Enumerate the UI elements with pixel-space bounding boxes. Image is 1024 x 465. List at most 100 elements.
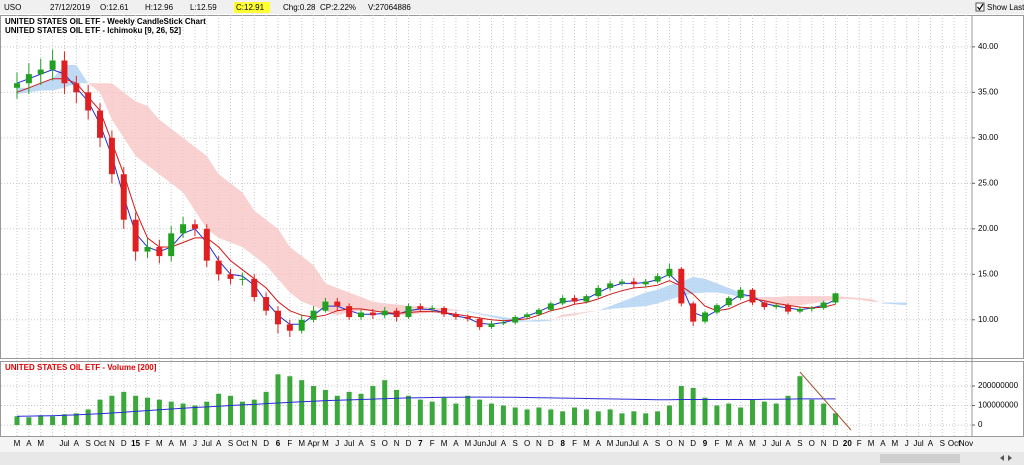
x-tick-label: Jul: [344, 439, 354, 448]
cloud-segment: [479, 313, 492, 318]
candle-body: [690, 303, 697, 322]
volume-bar: [228, 395, 234, 426]
cloud-segment: [550, 314, 563, 321]
cloud-segment: [76, 65, 89, 84]
volume-bar: [180, 403, 186, 426]
volume-bar: [370, 386, 376, 426]
candle-body: [832, 293, 839, 303]
volume-bar: [121, 391, 127, 426]
cloud-segment: [882, 302, 895, 305]
volume-bar: [749, 399, 755, 426]
candle-body: [14, 83, 20, 88]
x-tick-label: Jul: [202, 439, 212, 448]
x-tick-label: S: [797, 439, 802, 448]
x-tick-label: Jul: [486, 439, 496, 448]
change: Chg:0.28: [283, 3, 316, 12]
candle-body: [713, 305, 720, 313]
cloud-segment: [88, 83, 101, 93]
y-tick-label: 30.00: [978, 133, 999, 142]
indicator-line: [16, 78, 836, 322]
checkmark: [977, 3, 984, 11]
cloud-segment: [159, 119, 172, 184]
volume-title: UNITED STATES OIL ETF - Volume [200]: [5, 363, 157, 372]
volume-bar: [382, 380, 388, 426]
candle-body: [334, 301, 341, 307]
volume-bar: [453, 403, 459, 426]
x-tick-label: O: [382, 439, 388, 448]
x-tick-label: F: [714, 439, 719, 448]
candle-body: [535, 309, 542, 315]
x-tick-label: 8: [560, 439, 565, 448]
candle-body: [310, 310, 317, 320]
candle-body: [773, 305, 780, 308]
candle-body: [191, 224, 198, 229]
cloud-segment: [491, 315, 504, 320]
candle-body: [358, 312, 365, 318]
x-tick-label: M: [37, 439, 44, 448]
scroll-thumb[interactable]: [880, 454, 960, 463]
volume-bar: [109, 395, 115, 426]
x-tick-label: M: [607, 439, 614, 448]
x-tick-label: F: [857, 439, 862, 448]
candle-body: [251, 278, 258, 298]
scroll-arrows[interactable]: [1000, 455, 1012, 461]
candle-body: [654, 276, 661, 282]
candle-body: [761, 302, 768, 308]
cloud-segment: [788, 296, 800, 307]
candle-body: [393, 310, 400, 318]
volume-bar: [619, 413, 625, 426]
show-last-checkbox[interactable]: [975, 2, 985, 12]
candle-body: [132, 219, 139, 252]
cloud-segment: [313, 265, 326, 311]
x-tick-label: Jul: [629, 439, 639, 448]
x-tick-label: A: [453, 439, 459, 448]
cloud-segment: [859, 297, 872, 302]
show-last-label[interactable]: Show Last: [987, 3, 1024, 12]
volume-bar: [797, 376, 803, 426]
scrollbar[interactable]: [0, 452, 1024, 465]
x-tick-label: N: [394, 439, 400, 448]
x-axis-bar: [0, 437, 1024, 452]
candle-body: [464, 317, 471, 319]
x-tick-label: A: [785, 439, 791, 448]
cloud-segment: [657, 285, 670, 304]
x-tick-label: 6: [276, 439, 281, 448]
volume-bar: [631, 411, 637, 426]
volume-bar: [216, 393, 222, 426]
candle-body: [369, 312, 376, 316]
candle-body: [512, 317, 519, 323]
cloud-segment: [277, 228, 290, 293]
candle-body: [559, 297, 566, 304]
volume-bar: [583, 409, 589, 426]
cloud-segment: [598, 306, 611, 311]
candle-body: [203, 228, 210, 261]
volume-bar: [833, 413, 839, 426]
cloud-segment: [894, 302, 907, 306]
x-tick-label: A: [928, 439, 934, 448]
candle-body: [215, 260, 222, 275]
candle-body: [678, 268, 685, 304]
candle-body: [583, 296, 590, 302]
x-tick-label: S: [228, 439, 233, 448]
volume-bar: [73, 413, 79, 426]
volume-bar: [773, 403, 779, 426]
candle-body: [808, 307, 815, 309]
cloud-segment: [527, 319, 539, 322]
price-panel: [0, 15, 1024, 359]
y-tick-label: 40.00: [978, 42, 999, 51]
volume-bar: [204, 401, 210, 426]
volume-tick-label: 100000000: [978, 401, 1019, 410]
candle-body: [239, 278, 246, 280]
x-tick-label: N: [678, 439, 684, 448]
x-tick-label: F: [145, 439, 150, 448]
cloud-segment: [40, 78, 53, 91]
x-tick-label: Jun: [473, 439, 486, 448]
x-tick-label: A: [216, 439, 222, 448]
candle-body: [144, 247, 151, 252]
volume-bar: [441, 397, 447, 426]
candle-body: [25, 74, 32, 84]
cloud-segment: [705, 278, 717, 293]
x-tick-label: M: [180, 439, 187, 448]
volume-bar: [643, 413, 649, 426]
x-tick-label: A: [169, 439, 175, 448]
